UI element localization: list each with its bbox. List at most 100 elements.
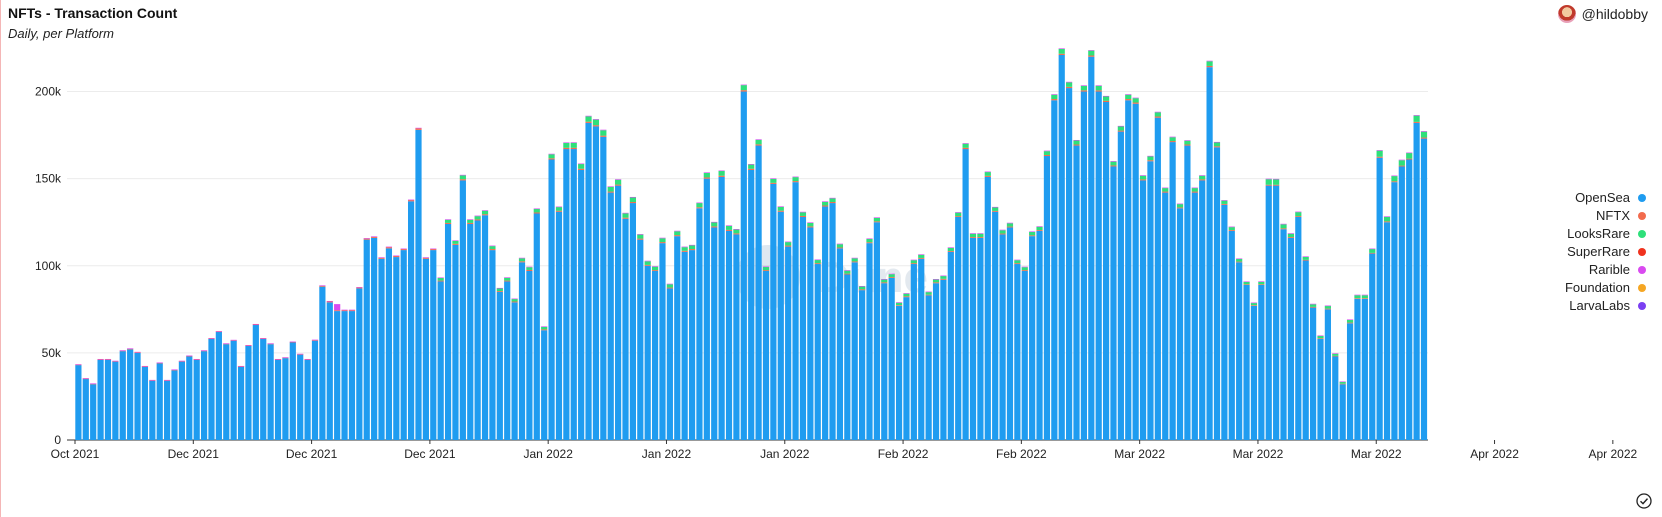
bar-segment-looksrare <box>888 274 895 278</box>
bar-segment-rarible <box>311 339 319 341</box>
bar-segment-rarible <box>437 277 444 279</box>
bar-segment-rarible <box>326 300 333 302</box>
bar-segment-opensea <box>1206 67 1213 441</box>
bar-segment-rarible <box>186 355 193 357</box>
bar-segment-looksrare <box>1073 140 1080 145</box>
bar-segment-looksrare <box>659 238 666 243</box>
legend-item-larvalabs[interactable]: LarvaLabs <box>1565 298 1646 313</box>
bar-segment-opensea <box>1029 236 1036 440</box>
bar-segment-nftx <box>807 226 814 228</box>
bar-segment-opensea <box>1265 185 1272 440</box>
bar-segment-opensea <box>681 251 688 440</box>
bar-segment-rarible <box>799 211 807 213</box>
bar-segment-rarible <box>992 206 999 208</box>
bar-segment-nftx <box>688 249 696 251</box>
legend-item-looksrare[interactable]: LooksRare <box>1565 226 1646 241</box>
bar-segment-nftx <box>178 361 186 362</box>
bar-segment-rarible <box>762 266 770 268</box>
bar-segment-nftx <box>925 294 932 296</box>
bar-segment-rarible <box>1006 222 1014 224</box>
bar-segment-nftx <box>578 168 585 170</box>
bar-segment-rarible <box>1036 226 1043 227</box>
bar-segment-nftx <box>1273 184 1280 186</box>
legend-dot-icon <box>1638 229 1646 238</box>
bar-segment-nftx <box>171 369 178 371</box>
bar-segment-looksrare <box>1258 281 1265 285</box>
bar-segment-looksrare <box>1169 137 1176 142</box>
bar-segment-opensea <box>230 340 237 440</box>
bar-segment-nftx <box>955 216 962 217</box>
legend-item-nftx[interactable]: NFTX <box>1565 208 1646 223</box>
bar-segment-nftx <box>385 247 393 249</box>
bar-segment-nftx <box>141 366 149 367</box>
bar-segment-opensea <box>1125 100 1132 441</box>
bar-segment-rarible <box>1376 150 1383 151</box>
author-link[interactable]: @hildobby <box>1557 5 1648 23</box>
bar-segment-rarible <box>164 379 171 381</box>
bar-segment-nftx <box>1354 298 1361 299</box>
bar-segment-opensea <box>1184 145 1191 440</box>
bar-segment-opensea <box>792 182 799 440</box>
legend-item-opensea[interactable]: OpenSea <box>1565 190 1646 205</box>
bar-segment-opensea <box>785 246 792 440</box>
bar-segment-looksrare <box>1139 175 1147 180</box>
bar-segment-looksrare <box>629 197 637 203</box>
bar-segment-nftx <box>186 355 193 357</box>
legend-item-superrare[interactable]: SuperRare <box>1565 244 1646 259</box>
bar-segment-nftx <box>637 238 644 240</box>
bar-segment-opensea <box>1361 298 1368 440</box>
bar-segment-looksrare <box>866 238 873 243</box>
legend-item-foundation[interactable]: Foundation <box>1565 280 1646 295</box>
bar-segment-rarible <box>1162 187 1169 189</box>
bar-segment-looksrare <box>977 233 984 238</box>
bar-segment-nftx <box>75 364 82 366</box>
bar-segment-rarible <box>666 283 673 285</box>
bar-segment-looksrare <box>755 139 762 145</box>
bar-segment-opensea <box>748 169 755 440</box>
bar-segment-looksrare <box>1287 233 1295 238</box>
bar-segment-opensea <box>600 136 607 440</box>
bar-segment-rarible <box>75 364 82 365</box>
bar-segment-nftx <box>156 362 163 364</box>
bar-segment-looksrare <box>504 277 511 281</box>
bar-segment-rarible <box>873 217 880 218</box>
legend-label: SuperRare <box>1567 244 1630 259</box>
bar-segment-opensea <box>955 216 962 440</box>
check-circle-icon[interactable] <box>1636 493 1652 509</box>
bar-segment-opensea <box>1080 91 1088 441</box>
bar-segment-looksrare <box>1080 85 1088 91</box>
bar-segment-rarible <box>1317 335 1324 337</box>
bar-segment-nftx <box>371 236 378 238</box>
bar-segment-looksrare <box>814 260 821 264</box>
bar-segment-looksrare <box>607 186 614 192</box>
bar-segment-nftx <box>1095 90 1102 92</box>
bar-segment-rarible <box>622 212 629 214</box>
y-tick-label: 150k <box>35 172 62 186</box>
legend-item-rarible[interactable]: Rarible <box>1565 262 1646 277</box>
bar-segment-nftx <box>356 287 363 289</box>
bar-segment-nftx <box>873 221 880 223</box>
bar-segment-nftx <box>444 222 452 224</box>
bar-segment-nftx <box>348 310 356 312</box>
bar-segment-looksrare <box>829 198 836 203</box>
bar-segment-nftx <box>940 278 947 280</box>
bar-segment-rarible <box>1273 178 1280 180</box>
bar-segment-nftx <box>378 257 385 259</box>
bar-segment-opensea <box>1317 338 1324 440</box>
bar-segment-opensea <box>851 262 858 440</box>
bar-segment-opensea <box>348 311 356 440</box>
bar-segment-opensea <box>1051 100 1058 441</box>
bar-segment-opensea <box>762 271 770 440</box>
bar-segment-rarible <box>999 229 1006 231</box>
bar-segment-looksrare <box>859 286 866 290</box>
bar-segment-nftx <box>718 175 725 177</box>
bar-segment-nftx <box>1184 144 1191 146</box>
bar-segment-nftx <box>777 210 784 212</box>
bar-segment-rarible <box>1228 226 1235 228</box>
bar-segment-looksrare <box>578 164 585 169</box>
bar-segment-nftx <box>563 147 570 150</box>
bar-segment-looksrare <box>792 177 799 182</box>
bar-segment-opensea <box>1162 192 1169 440</box>
bar-segment-rarible <box>1369 248 1376 250</box>
bar-segment-rarible <box>977 233 984 234</box>
